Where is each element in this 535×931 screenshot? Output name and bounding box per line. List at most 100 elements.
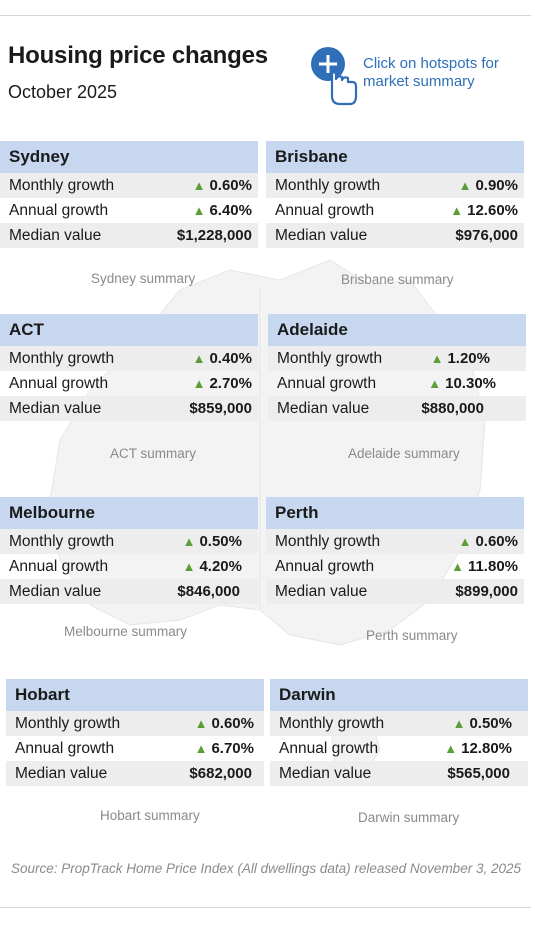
up-arrow-icon: ▲: [452, 716, 466, 731]
monthly-value: 0.90%: [475, 177, 518, 194]
up-arrow-icon: ▲: [192, 178, 206, 193]
median-label: Median value: [279, 765, 372, 782]
median-value-row: Median value $859,000: [0, 396, 258, 421]
city-name: Sydney: [0, 141, 258, 173]
city-name: Darwin: [270, 679, 528, 711]
median-value-row: Median value $682,000: [6, 761, 264, 786]
monthly-value: 0.60%: [475, 533, 518, 550]
median-value: $899,000: [455, 583, 518, 600]
median-value: $565,000: [447, 765, 510, 782]
annual-growth-row: Annual growth ▲ 6.40%: [0, 198, 258, 223]
city-card-darwin[interactable]: Darwin Monthly growth ▲ 0.50% Annual grow…: [270, 679, 528, 786]
annual-growth-row: Annual growth ▲ 6.70%: [6, 736, 264, 761]
up-arrow-icon: ▲: [192, 351, 206, 366]
annual-label: Annual growth: [277, 375, 377, 392]
up-arrow-icon: ▲: [444, 741, 458, 756]
monthly-label: Monthly growth: [15, 715, 121, 732]
up-arrow-icon: ▲: [430, 351, 444, 366]
darwin-summary-link[interactable]: Darwin summary: [358, 810, 460, 825]
monthly-label: Monthly growth: [279, 715, 385, 732]
annual-value: 11.80%: [467, 558, 518, 575]
annual-value: 6.40%: [209, 202, 252, 219]
monthly-value: 0.50%: [199, 533, 242, 550]
melbourne-summary-link[interactable]: Melbourne summary: [64, 624, 188, 639]
monthly-growth-row: Monthly growth ▲ 0.40%: [0, 346, 258, 371]
annual-value: 12.80%: [461, 740, 512, 757]
up-arrow-icon: ▲: [458, 178, 472, 193]
annual-value: 6.70%: [211, 740, 254, 757]
city-card-act[interactable]: ACT Monthly growth ▲ 0.40% Annual growth …: [0, 314, 258, 421]
median-value-row: Median value $565,000: [270, 761, 528, 786]
annual-growth-row: Annual growth ▲ 11.80%: [266, 554, 524, 579]
perth-summary-link[interactable]: Perth summary: [366, 628, 458, 643]
sydney-summary-link[interactable]: Sydney summary: [91, 271, 196, 286]
median-value: $976,000: [455, 227, 518, 244]
up-arrow-icon: ▲: [428, 376, 442, 391]
monthly-label: Monthly growth: [275, 177, 381, 194]
city-card-perth[interactable]: Perth Monthly growth ▲ 0.60% Annual growt…: [266, 497, 524, 604]
monthly-growth-row: Monthly growth ▲ 0.60%: [266, 529, 524, 554]
monthly-label: Monthly growth: [277, 350, 383, 367]
median-value-row: Median value $899,000: [266, 579, 524, 604]
median-value-row: Median value $880,000: [268, 396, 526, 421]
annual-label: Annual growth: [275, 202, 375, 219]
annual-label: Annual growth: [275, 558, 375, 575]
annual-value: 10.30%: [445, 375, 496, 392]
median-label: Median value: [277, 400, 370, 417]
annual-label: Annual growth: [279, 740, 379, 757]
city-name: Perth: [266, 497, 524, 529]
monthly-value: 1.20%: [447, 350, 490, 367]
top-divider: [0, 15, 531, 16]
median-label: Median value: [9, 227, 102, 244]
tap-plus-icon[interactable]: [310, 44, 358, 108]
monthly-growth-row: Monthly growth ▲ 0.50%: [270, 711, 528, 736]
median-label: Median value: [9, 400, 102, 417]
up-arrow-icon: ▲: [192, 203, 206, 218]
annual-label: Annual growth: [9, 375, 109, 392]
monthly-growth-row: Monthly growth ▲ 0.90%: [266, 173, 524, 198]
city-card-melbourne[interactable]: Melbourne Monthly growth ▲ 0.50% Annual g…: [0, 497, 258, 604]
city-card-brisbane[interactable]: Brisbane Monthly growth ▲ 0.90% Annual gr…: [266, 141, 524, 248]
monthly-growth-row: Monthly growth ▲ 1.20%: [268, 346, 526, 371]
annual-growth-row: Annual growth ▲ 10.30%: [268, 371, 526, 396]
page-title: Housing price changes: [8, 42, 268, 69]
city-card-sydney[interactable]: Sydney Monthly growth ▲ 0.60% Annual grow…: [0, 141, 258, 248]
hobart-summary-link[interactable]: Hobart summary: [100, 808, 200, 823]
city-name: Brisbane: [266, 141, 524, 173]
median-value: $682,000: [189, 765, 252, 782]
up-arrow-icon: ▲: [451, 559, 464, 574]
median-value: $880,000: [421, 400, 484, 417]
city-name: Adelaide: [268, 314, 526, 346]
annual-growth-row: Annual growth ▲ 12.60%: [266, 198, 524, 223]
city-name: Hobart: [6, 679, 264, 711]
monthly-label: Monthly growth: [275, 533, 381, 550]
annual-growth-row: Annual growth ▲ 12.80%: [270, 736, 528, 761]
median-value-row: Median value $976,000: [266, 223, 524, 248]
up-arrow-icon: ▲: [182, 534, 196, 549]
monthly-label: Monthly growth: [9, 350, 115, 367]
brisbane-summary-link[interactable]: Brisbane summary: [341, 272, 454, 287]
annual-value: 4.20%: [199, 558, 242, 575]
median-label: Median value: [15, 765, 108, 782]
median-label: Median value: [275, 583, 368, 600]
median-value-row: Median value $1,228,000: [0, 223, 258, 248]
monthly-label: Monthly growth: [9, 533, 115, 550]
up-arrow-icon: ▲: [194, 741, 208, 756]
city-name: Melbourne: [0, 497, 258, 529]
adelaide-summary-link[interactable]: Adelaide summary: [348, 446, 460, 461]
median-value: $1,228,000: [176, 227, 252, 244]
city-card-hobart[interactable]: Hobart Monthly growth ▲ 0.60% Annual grow…: [6, 679, 264, 786]
city-card-adelaide[interactable]: Adelaide Monthly growth ▲ 1.20% Annual gr…: [268, 314, 526, 421]
median-value: $859,000: [189, 400, 252, 417]
median-value: $846,000: [177, 583, 240, 600]
monthly-growth-row: Monthly growth ▲ 0.50%: [0, 529, 258, 554]
monthly-value: 0.50%: [469, 715, 512, 732]
page-subtitle: October 2025: [8, 82, 118, 102]
act-summary-link[interactable]: ACT summary: [110, 446, 197, 461]
annual-growth-row: Annual growth ▲ 2.70%: [0, 371, 258, 396]
annual-value: 2.70%: [209, 375, 252, 392]
up-arrow-icon: ▲: [182, 559, 196, 574]
median-label: Median value: [9, 583, 102, 600]
monthly-value: 0.60%: [209, 177, 252, 194]
up-arrow-icon: ▲: [194, 716, 208, 731]
